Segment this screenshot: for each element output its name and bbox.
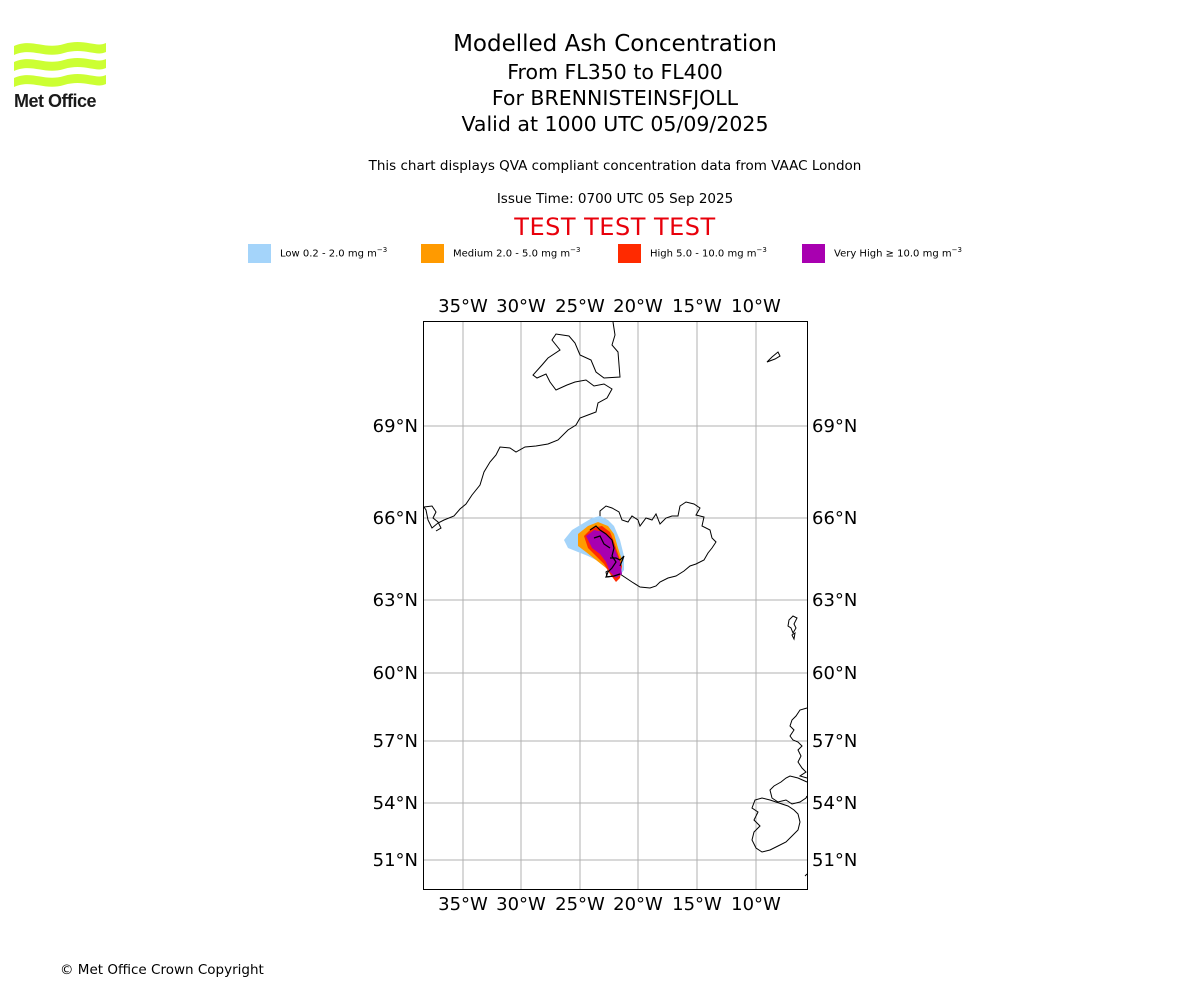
lat-label: 54°N [812, 793, 857, 814]
lat-label: 57°N [373, 731, 418, 752]
legend-label-low: Low 0.2 - 2.0 mg m [280, 248, 377, 260]
faroe-coast [787, 615, 798, 641]
chart-title-block: Modelled Ash Concentration From FL350 to… [0, 30, 1200, 137]
logo-waves-icon [14, 42, 106, 87]
lat-label: 69°N [373, 416, 418, 437]
lat-label: 66°N [812, 508, 857, 529]
map-frame [423, 321, 808, 890]
lat-labels-left: 69°N 66°N 63°N 60°N 57°N 54°N 51°N [373, 416, 418, 871]
lat-label: 51°N [812, 850, 857, 871]
legend-swatch-high [618, 244, 641, 263]
lon-label: 20°W [613, 894, 663, 915]
legend-swatch-medium [421, 244, 444, 263]
greenland-fjord [423, 505, 442, 532]
lat-label: 60°N [812, 663, 857, 684]
lon-labels-top: 35°W 30°W 25°W 20°W 15°W 10°W [438, 296, 781, 317]
lon-label: 15°W [672, 296, 722, 317]
volcano-name: For BRENNISTEINSFJOLL [491, 86, 739, 110]
ireland-coast [751, 797, 801, 853]
uk-west-coast [769, 775, 808, 805]
lat-label: 51°N [373, 850, 418, 871]
scotland-coast [789, 707, 808, 779]
lon-label: 25°W [555, 296, 605, 317]
met-office-logo [14, 42, 106, 87]
lon-label: 20°W [613, 296, 663, 317]
jan-mayen-coast [766, 351, 781, 363]
coastline-overlay [589, 525, 625, 578]
lon-labels-bottom: 35°W 30°W 25°W 20°W 15°W 10°W [438, 894, 781, 915]
legend-swatch-low [248, 244, 271, 263]
copyright-notice: © Met Office Crown Copyright [60, 962, 264, 978]
flight-level-range: From FL350 to FL400 [507, 60, 723, 84]
lon-label: 15°W [672, 894, 722, 915]
lat-label: 69°N [812, 416, 857, 437]
lon-label: 10°W [731, 296, 781, 317]
legend-label-high: High 5.0 - 10.0 mg m [650, 248, 757, 260]
lat-label: 63°N [812, 590, 857, 611]
lat-label: 60°N [373, 663, 418, 684]
lat-label: 57°N [812, 731, 857, 752]
lon-label: 35°W [438, 296, 488, 317]
test-banner: TEST TEST TEST [514, 213, 716, 241]
lat-label: 63°N [373, 590, 418, 611]
lon-label: 10°W [731, 894, 781, 915]
legend-label-medium: Medium 2.0 - 5.0 mg m [453, 248, 571, 260]
coastlines [423, 321, 808, 877]
chart-description: This chart displays QVA compliant concen… [368, 158, 862, 174]
chart-title: Modelled Ash Concentration [453, 31, 777, 57]
issue-time: Issue Time: 0700 UTC 05 Sep 2025 [496, 191, 734, 207]
legend-label-very-high: Very High ≥ 10.0 mg m [834, 248, 952, 260]
lon-label: 25°W [555, 894, 605, 915]
lon-label: 30°W [496, 296, 546, 317]
lon-label: 30°W [496, 894, 546, 915]
met-office-wordmark: Met Office [14, 91, 97, 111]
valid-time: Valid at 1000 UTC 05/09/2025 [461, 112, 769, 136]
legend-swatch-very-high [802, 244, 825, 263]
greenland-coast [423, 321, 621, 529]
lat-label: 66°N [373, 508, 418, 529]
lat-labels-right: 69°N 66°N 63°N 60°N 57°N 54°N 51°N [812, 416, 857, 871]
lat-label: 54°N [373, 793, 418, 814]
map-gridlines [423, 321, 807, 889]
lon-label: 35°W [438, 894, 488, 915]
ash-cloud [564, 516, 624, 582]
uk-fragment [804, 873, 808, 877]
